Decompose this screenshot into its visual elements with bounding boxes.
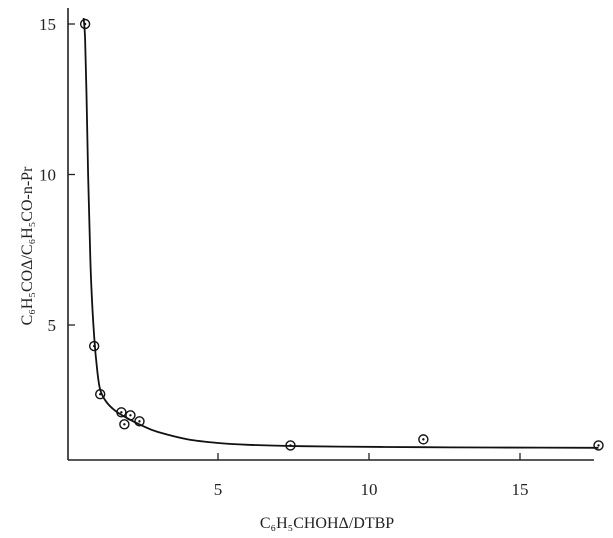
fit-curve — [82, 17, 599, 449]
data-point — [79, 18, 91, 30]
data-point-marker — [119, 419, 130, 430]
data-point — [116, 407, 127, 418]
data-point-marker — [125, 410, 136, 421]
data-point-center — [597, 444, 600, 447]
x-tick-label-10: 10 — [361, 480, 378, 499]
axes — [67, 8, 594, 461]
data-point — [119, 419, 130, 430]
data-point-marker — [79, 18, 91, 30]
data-point — [593, 440, 604, 451]
data-point — [125, 410, 136, 421]
data-point-center — [129, 414, 132, 417]
data-point-marker — [593, 440, 604, 451]
data-point-center — [422, 438, 425, 441]
data-point-marker — [95, 389, 106, 400]
y-tick-label-5: 5 — [48, 316, 57, 335]
data-point — [285, 440, 296, 451]
x-tick-label-5: 5 — [214, 480, 223, 499]
y-axis-label: C₆H₅COΔ/C₆H₅CO-n-Pr — [19, 166, 36, 326]
data-point — [88, 340, 100, 352]
data-point-center — [92, 344, 96, 348]
data-point-marker — [116, 407, 127, 418]
x-axis-label: C₆H₅CHOHΔ/DTBP — [260, 515, 394, 532]
data-point-center — [123, 423, 126, 426]
data-point-center — [138, 420, 141, 423]
data-point-center — [83, 22, 87, 26]
data-point-center — [120, 411, 123, 414]
data-point-center — [99, 393, 102, 396]
data-point-marker — [418, 434, 429, 445]
fit-curve-layer — [82, 17, 599, 449]
data-points — [79, 18, 604, 451]
ticks: 5 10 15 5 10 15 — [39, 15, 529, 499]
data-point — [418, 434, 429, 445]
data-point — [134, 416, 145, 427]
data-point-marker — [134, 416, 145, 427]
x-tick-label-15: 15 — [512, 480, 529, 499]
data-point-marker — [285, 440, 296, 451]
data-point-center — [289, 444, 292, 447]
data-point — [95, 389, 106, 400]
data-point-marker — [88, 340, 100, 352]
y-tick-label-15: 15 — [39, 15, 56, 34]
y-tick-label-10: 10 — [39, 166, 56, 185]
